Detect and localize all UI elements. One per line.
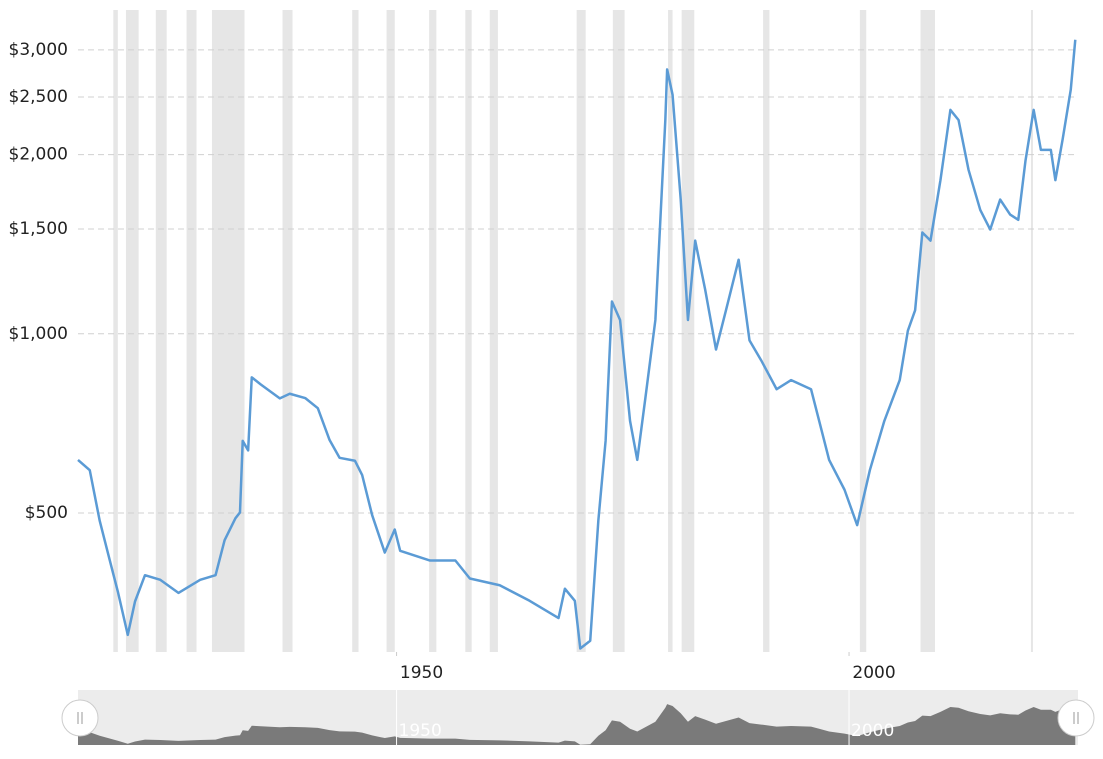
recession-band: [576, 10, 586, 652]
recession-band: [155, 10, 167, 652]
y-tick-label: $3,000: [9, 40, 68, 60]
y-tick-label: $2,500: [9, 87, 68, 107]
recession-band: [1030, 10, 1033, 652]
recession-band: [113, 10, 118, 652]
navigator-area: [78, 702, 1076, 745]
x-tick-label: 2000: [852, 663, 895, 683]
y-tick-label: $2,000: [9, 145, 68, 165]
recession-band: [186, 10, 197, 652]
recession-band: [125, 10, 139, 652]
recession-band: [352, 10, 359, 652]
recession-band: [612, 10, 625, 652]
price-line: [77, 39, 1077, 650]
y-tick-label: $500: [25, 503, 68, 523]
recession-band: [465, 10, 472, 652]
navigator-handle[interactable]: [61, 699, 99, 737]
recession-band: [681, 10, 695, 652]
recession-band: [859, 10, 867, 652]
navigator-handle[interactable]: [1057, 699, 1095, 737]
recession-band: [668, 10, 673, 652]
recession-band: [763, 10, 770, 652]
recession-band: [282, 10, 293, 652]
navigator-label: 1950: [399, 721, 442, 741]
recession-band: [489, 10, 498, 652]
x-tick-label: 1950: [400, 663, 443, 683]
recession-band: [920, 10, 936, 652]
recession-band: [429, 10, 437, 652]
y-tick-label: $1,500: [9, 219, 68, 239]
navigator-label: 2000: [851, 721, 894, 741]
recession-band: [211, 10, 245, 652]
y-tick-label: $1,000: [9, 324, 68, 344]
recession-band: [386, 10, 395, 652]
